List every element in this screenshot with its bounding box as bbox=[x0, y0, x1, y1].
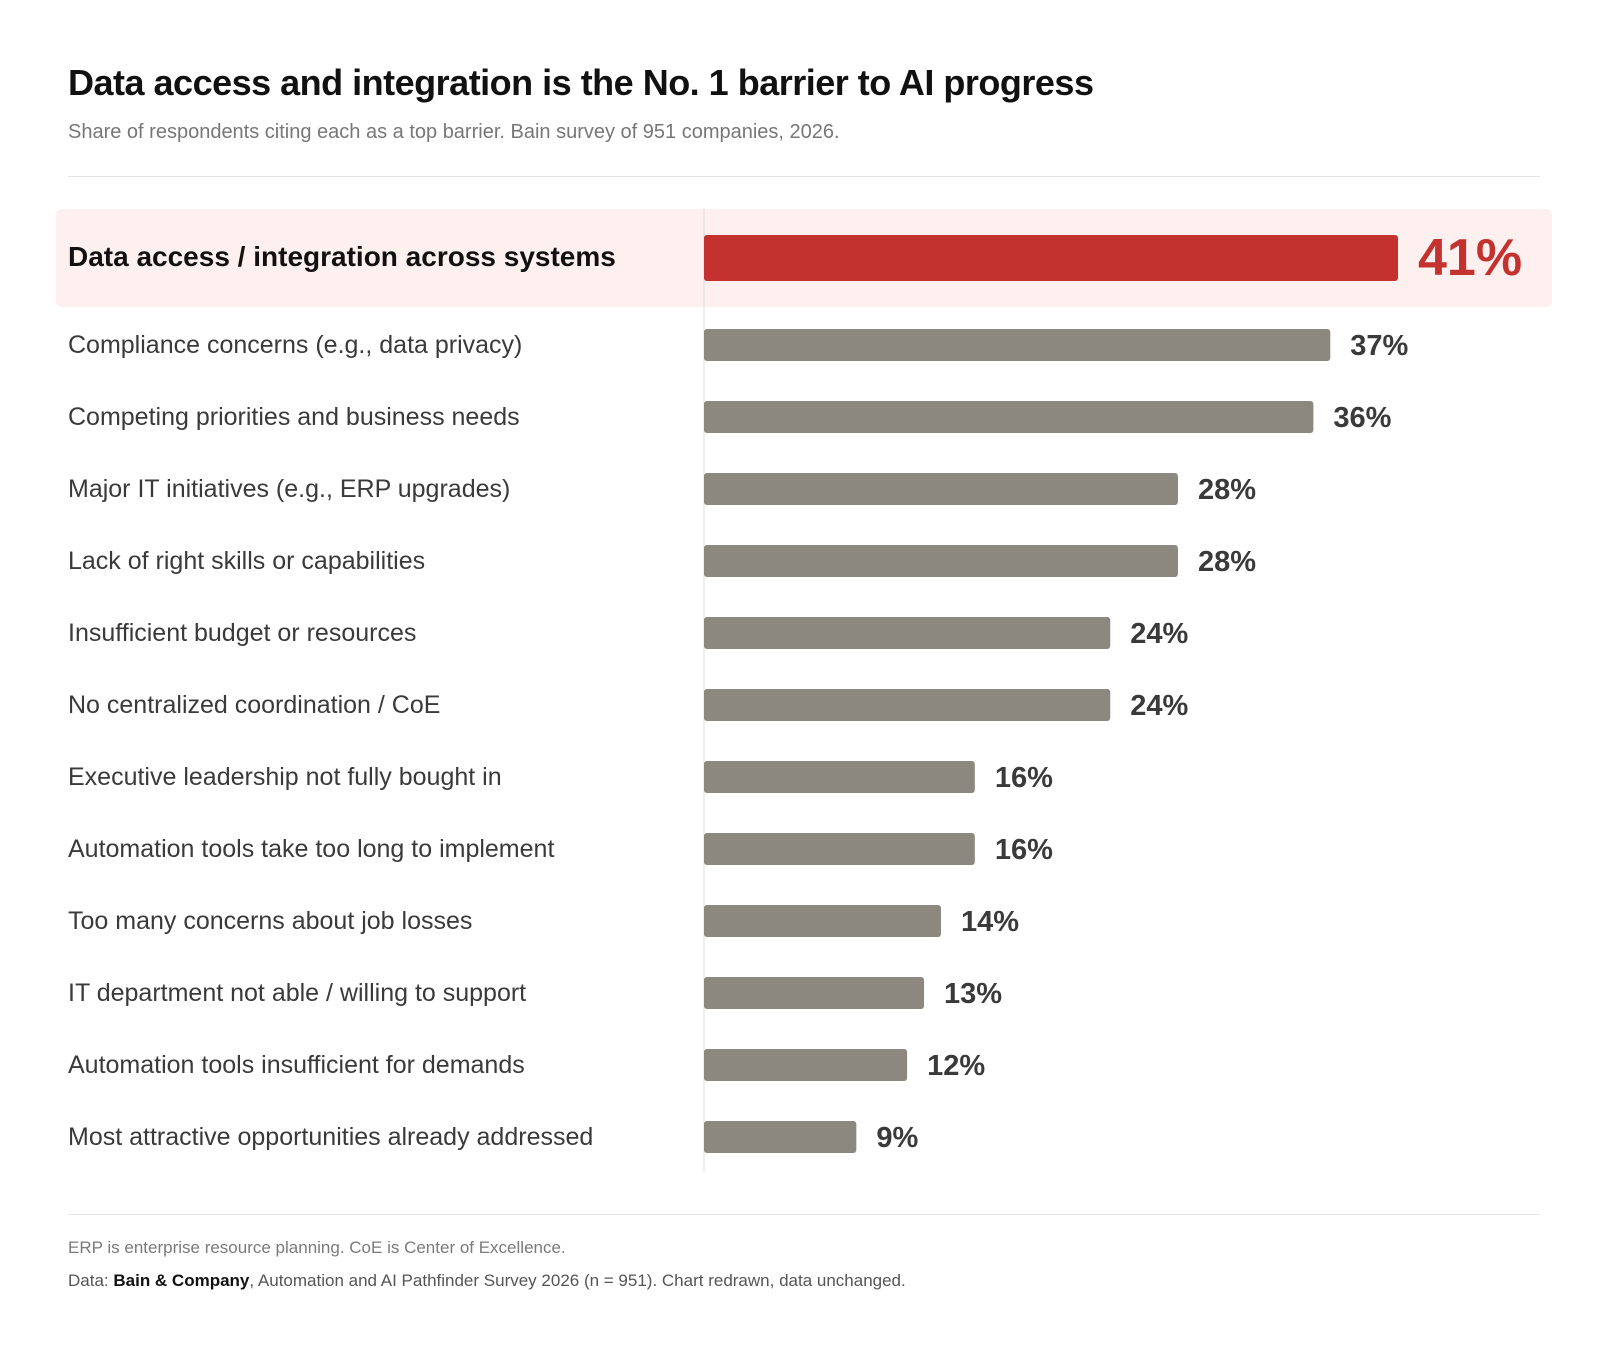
category-label: Too many concerns about job losses bbox=[68, 907, 472, 935]
bar bbox=[704, 617, 1111, 649]
category-label: Most attractive opportunities already ad… bbox=[68, 1123, 593, 1151]
category-label: Competing priorities and business needs bbox=[68, 403, 520, 431]
top-divider bbox=[68, 176, 1540, 177]
value-label: 28% bbox=[1198, 546, 1256, 578]
value-label: 36% bbox=[1333, 402, 1391, 434]
category-label: Lack of right skills or capabilities bbox=[68, 547, 425, 575]
bar bbox=[704, 1049, 908, 1081]
footnote: ERP is enterprise resource planning. CoE… bbox=[68, 1238, 566, 1257]
source-line: Data: Bain & Company, Automation and AI … bbox=[68, 1271, 906, 1291]
chart-title: Data access and integration is the No. 1… bbox=[68, 62, 1094, 103]
value-label: 16% bbox=[995, 834, 1053, 866]
bar bbox=[704, 473, 1178, 505]
value-label: 16% bbox=[995, 762, 1053, 794]
bar bbox=[704, 689, 1111, 721]
value-label: 37% bbox=[1350, 330, 1408, 362]
bar-highlight bbox=[704, 235, 1398, 281]
value-label: 41% bbox=[1418, 229, 1522, 287]
bar bbox=[704, 401, 1314, 433]
value-label: 13% bbox=[944, 978, 1002, 1010]
bar bbox=[704, 833, 975, 865]
category-label: Major IT initiatives (e.g., ERP upgrades… bbox=[68, 475, 510, 503]
category-label: Insufficient budget or resources bbox=[68, 619, 416, 647]
value-label: 12% bbox=[927, 1050, 985, 1082]
value-label: 24% bbox=[1130, 618, 1188, 650]
bar-chart: Data access / integration across systems… bbox=[56, 208, 1552, 1172]
chart-subtitle: Share of respondents citing each as a to… bbox=[68, 121, 840, 143]
category-label: IT department not able / willing to supp… bbox=[68, 979, 526, 1007]
category-label: No centralized coordination / CoE bbox=[68, 691, 440, 719]
category-label: Data access / integration across systems bbox=[68, 241, 616, 272]
category-label: Automation tools insufficient for demand… bbox=[68, 1051, 525, 1079]
bar bbox=[704, 1121, 857, 1153]
bar bbox=[704, 761, 975, 793]
source-rest: , Automation and AI Pathfinder Survey 20… bbox=[249, 1271, 906, 1290]
category-label: Automation tools take too long to implem… bbox=[68, 835, 554, 863]
category-label: Compliance concerns (e.g., data privacy) bbox=[68, 331, 522, 359]
source-prefix: Data: bbox=[68, 1271, 114, 1290]
value-label: 28% bbox=[1198, 474, 1256, 506]
category-label: Executive leadership not fully bought in bbox=[68, 763, 502, 791]
value-label: 14% bbox=[961, 906, 1019, 938]
source-org: Bain & Company bbox=[113, 1271, 250, 1290]
bar bbox=[704, 905, 941, 937]
bar bbox=[704, 545, 1178, 577]
bar bbox=[704, 329, 1331, 361]
bottom-divider bbox=[68, 1214, 1540, 1215]
bar bbox=[704, 977, 925, 1009]
value-label: 9% bbox=[876, 1122, 918, 1154]
value-label: 24% bbox=[1130, 690, 1188, 722]
